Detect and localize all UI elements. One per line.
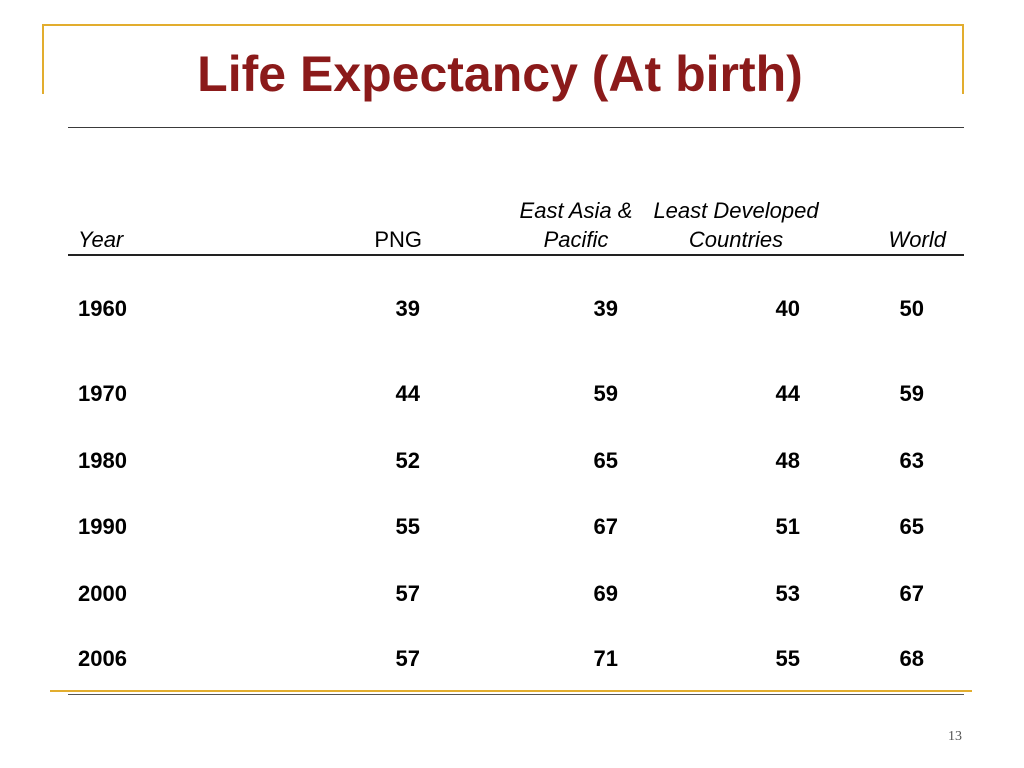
header-east-asia-pacific: East Asia & Pacific <box>446 196 646 255</box>
table-row: 1960 39 39 40 50 <box>68 255 964 361</box>
footer-divider <box>50 690 972 692</box>
life-expectancy-table: Year PNG East Asia & Pacific Least Devel… <box>68 196 964 695</box>
cell-least-developed-countries: 44 <box>646 361 826 428</box>
cell-least-developed-countries: 48 <box>646 428 826 495</box>
cell-world: 67 <box>826 561 964 628</box>
cell-world: 59 <box>826 361 964 428</box>
cell-year: 1990 <box>68 494 258 561</box>
cell-least-developed-countries: 40 <box>646 255 826 361</box>
cell-east-asia-pacific: 69 <box>446 561 646 628</box>
slide-frame-top-rule <box>42 24 964 26</box>
cell-png: 39 <box>258 255 446 361</box>
header-year: Year <box>68 196 258 255</box>
cell-world: 68 <box>826 627 964 693</box>
header-least-developed-countries-line1: Least Developed <box>646 196 826 225</box>
cell-east-asia-pacific: 67 <box>446 494 646 561</box>
cell-year: 1980 <box>68 428 258 495</box>
cell-least-developed-countries: 55 <box>646 627 826 693</box>
cell-png: 57 <box>258 627 446 693</box>
header-png: PNG <box>258 196 446 255</box>
cell-png: 57 <box>258 561 446 628</box>
cell-year: 1960 <box>68 255 258 361</box>
cell-png: 44 <box>258 361 446 428</box>
cell-least-developed-countries: 53 <box>646 561 826 628</box>
header-east-asia-pacific-line2: Pacific <box>506 225 646 254</box>
table-row: 1970 44 59 44 59 <box>68 361 964 428</box>
title-divider <box>68 127 964 128</box>
slide-title: Life Expectancy (At birth) <box>0 42 1000 106</box>
cell-year: 1970 <box>68 361 258 428</box>
table-header-row: Year PNG East Asia & Pacific Least Devel… <box>68 196 964 255</box>
cell-east-asia-pacific: 59 <box>446 361 646 428</box>
header-east-asia-pacific-line1: East Asia & <box>506 196 646 225</box>
table-row: 2000 57 69 53 67 <box>68 561 964 628</box>
cell-world: 50 <box>826 255 964 361</box>
cell-east-asia-pacific: 39 <box>446 255 646 361</box>
table-row: 1980 52 65 48 63 <box>68 428 964 495</box>
cell-world: 65 <box>826 494 964 561</box>
cell-png: 55 <box>258 494 446 561</box>
cell-year: 2006 <box>68 627 258 693</box>
header-world: World <box>826 196 964 255</box>
table-row: 2006 57 71 55 68 <box>68 627 964 693</box>
cell-png: 52 <box>258 428 446 495</box>
cell-world: 63 <box>826 428 964 495</box>
cell-year: 2000 <box>68 561 258 628</box>
table-row: 1990 55 67 51 65 <box>68 494 964 561</box>
header-least-developed-countries-line2: Countries <box>646 225 826 254</box>
cell-least-developed-countries: 51 <box>646 494 826 561</box>
cell-east-asia-pacific: 71 <box>446 627 646 693</box>
page-number: 13 <box>948 729 962 745</box>
cell-east-asia-pacific: 65 <box>446 428 646 495</box>
header-least-developed-countries: Least Developed Countries <box>646 196 826 255</box>
